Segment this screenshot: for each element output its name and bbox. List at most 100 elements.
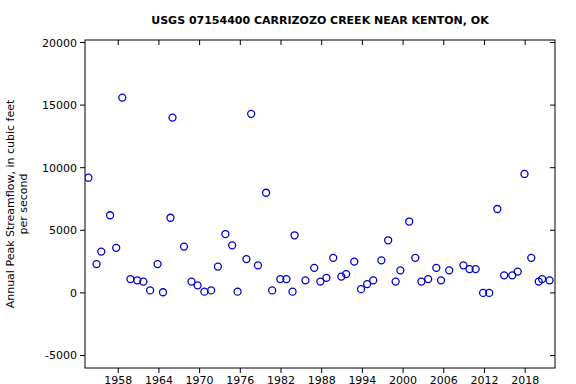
point — [127, 276, 134, 283]
x-tick-label: 1988 — [308, 374, 336, 384]
point — [93, 261, 100, 268]
point — [248, 110, 255, 117]
x-tick — [281, 368, 282, 373]
point — [269, 287, 276, 294]
point — [323, 274, 330, 281]
point — [546, 277, 553, 284]
point — [397, 267, 404, 274]
y-tick — [80, 230, 85, 231]
plot-frame — [85, 40, 555, 368]
point — [98, 248, 105, 255]
point — [167, 214, 174, 221]
point — [254, 262, 261, 269]
y-tick — [80, 167, 85, 168]
x-tick — [199, 368, 200, 373]
point — [433, 264, 440, 271]
point — [351, 258, 358, 265]
point — [234, 288, 241, 295]
y-tick-label: 20000 — [42, 37, 77, 50]
point — [358, 286, 365, 293]
point — [446, 267, 453, 274]
point — [222, 231, 229, 238]
y-tick — [80, 292, 85, 293]
x-tick-label: 1994 — [348, 374, 376, 384]
chart: USGS 07154400 CARRIZOZO CREEK NEAR KENTO… — [0, 0, 576, 384]
x-tick — [321, 368, 322, 373]
point — [283, 276, 290, 283]
point — [521, 170, 528, 177]
x-tick — [118, 40, 119, 45]
point — [486, 289, 493, 296]
x-tick — [403, 40, 404, 45]
point — [343, 271, 350, 278]
x-tick — [403, 368, 404, 373]
x-tick — [443, 368, 444, 373]
point — [385, 237, 392, 244]
x-tick — [362, 368, 363, 373]
x-tick — [199, 40, 200, 45]
x-tick — [240, 40, 241, 45]
point — [113, 244, 120, 251]
y-tick-label: 5000 — [49, 224, 77, 237]
x-tick-label: 2000 — [389, 374, 417, 384]
point — [370, 277, 377, 284]
x-tick-label: 1982 — [267, 374, 295, 384]
x-tick-label: 2018 — [511, 374, 539, 384]
point — [501, 272, 508, 279]
point — [194, 282, 201, 289]
title: USGS 07154400 CARRIZOZO CREEK NEAR KENTO… — [151, 14, 489, 27]
y-tick-label: 0 — [70, 287, 77, 300]
x-tick-label: 1958 — [104, 374, 132, 384]
y-tick-label: -5000 — [45, 349, 77, 362]
point — [418, 278, 425, 285]
point — [119, 94, 126, 101]
point — [302, 277, 309, 284]
point — [154, 261, 161, 268]
point — [392, 278, 399, 285]
points — [85, 94, 553, 296]
y-tick — [550, 355, 555, 356]
point — [169, 114, 176, 121]
point — [214, 263, 221, 270]
y-tick — [550, 292, 555, 293]
y-tick — [80, 355, 85, 356]
x-tick — [362, 40, 363, 45]
y-tick — [550, 42, 555, 43]
point — [208, 287, 215, 294]
point — [201, 288, 208, 295]
point — [494, 206, 501, 213]
x-tick — [443, 40, 444, 45]
x-tick — [281, 40, 282, 45]
x-tick — [158, 40, 159, 45]
point — [147, 287, 154, 294]
y-tick — [550, 105, 555, 106]
y-tick — [550, 167, 555, 168]
point — [263, 189, 270, 196]
point — [378, 257, 385, 264]
point — [406, 218, 413, 225]
x-tick-label: 1976 — [226, 374, 254, 384]
point — [425, 276, 432, 283]
x-tick-label: 2006 — [430, 374, 458, 384]
y-tick-label: 15000 — [42, 99, 77, 112]
x-tick-label: 2012 — [470, 374, 498, 384]
x-tick — [484, 368, 485, 373]
x-tick — [484, 40, 485, 45]
y-tick — [80, 105, 85, 106]
point — [438, 277, 445, 284]
point — [107, 212, 114, 219]
x-tick — [525, 368, 526, 373]
point — [412, 254, 419, 261]
y-tick — [550, 230, 555, 231]
point — [85, 174, 92, 181]
x-tick — [118, 368, 119, 373]
point — [291, 232, 298, 239]
x-tick — [321, 40, 322, 45]
y-tick — [80, 42, 85, 43]
y-axis-label: Annual Peak Streamflow, in cubic feetper… — [4, 99, 30, 308]
x-tick — [525, 40, 526, 45]
point — [181, 243, 188, 250]
point — [528, 254, 535, 261]
point — [289, 288, 296, 295]
x-tick — [158, 368, 159, 373]
